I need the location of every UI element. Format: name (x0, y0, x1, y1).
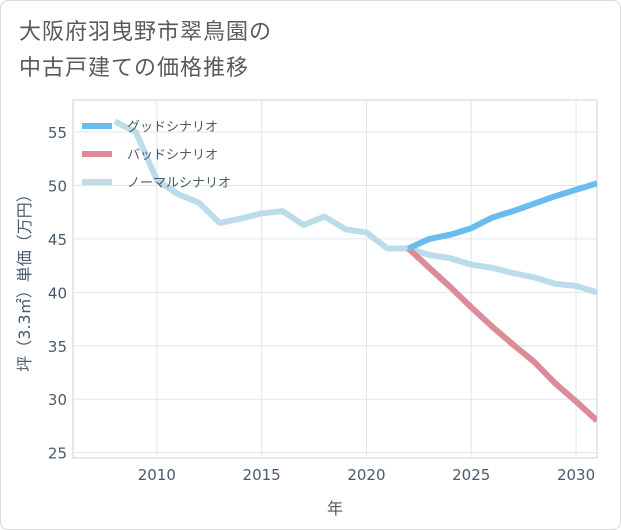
y-tick-label: 55 (48, 124, 67, 142)
x-tick-label: 2010 (138, 466, 176, 484)
legend-label: グッドシナリオ (127, 120, 218, 135)
series-line (113, 118, 597, 296)
series-line (407, 180, 597, 252)
x-tick-label: 2030 (557, 466, 595, 484)
chart-title: 大阪府羽曳野市翠鳥園の 中古戸建ての価格推移 (19, 20, 273, 81)
x-tick-label: 2020 (347, 466, 385, 484)
legend-label: バッドシナリオ (127, 148, 218, 163)
y-tick-label: 45 (48, 231, 67, 249)
y-tick-label: 40 (48, 284, 67, 302)
y-tick-label: 25 (48, 445, 67, 463)
legend-label: ノーマルシナリオ (127, 176, 231, 191)
x-tick-label: 2025 (452, 466, 490, 484)
series-line (406, 246, 597, 423)
plot-area (72, 99, 598, 459)
y-axis-label: 坪（3.3㎡）単価（万円） (15, 186, 34, 371)
y-tick-label: 30 (48, 391, 67, 409)
x-tick-label: 2015 (243, 466, 281, 484)
y-tick-label: 35 (48, 338, 67, 356)
y-tick-label: 50 (48, 177, 67, 195)
series-group (113, 118, 597, 423)
x-axis-label: 年 (327, 499, 343, 518)
